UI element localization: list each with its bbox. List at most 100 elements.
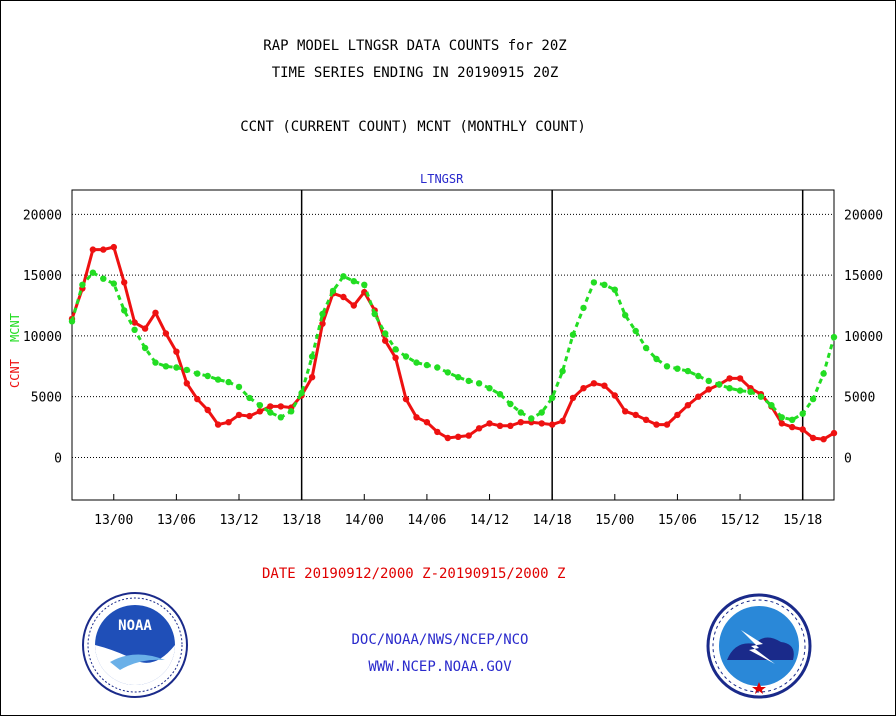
data-point-mcnt xyxy=(371,310,378,318)
data-point-ccnt xyxy=(89,246,97,253)
data-point-mcnt xyxy=(110,280,118,287)
data-point-ccnt xyxy=(778,420,785,427)
data-point-mcnt xyxy=(267,409,274,416)
data-point-mcnt xyxy=(298,389,305,397)
y-tick-label-left: 15000 xyxy=(23,269,62,284)
data-point-mcnt xyxy=(100,275,107,282)
data-point-ccnt xyxy=(423,419,431,426)
data-point-ccnt xyxy=(486,420,493,427)
data-point-mcnt xyxy=(622,312,629,319)
data-point-ccnt xyxy=(100,246,107,253)
data-point-ccnt xyxy=(580,385,587,392)
data-point-mcnt xyxy=(444,369,451,376)
data-point-mcnt xyxy=(214,376,222,383)
y-axis-label-ccnt: CCNT xyxy=(8,359,22,388)
data-point-ccnt xyxy=(663,421,671,428)
y-tick-label-right: 20000 xyxy=(844,208,883,223)
data-point-mcnt xyxy=(350,278,357,285)
data-point-mcnt xyxy=(277,414,284,421)
data-point-ccnt xyxy=(444,434,451,442)
data-point-mcnt xyxy=(559,367,566,375)
data-point-mcnt xyxy=(392,346,399,353)
data-point-mcnt xyxy=(757,393,765,400)
chart-header-line1: RAP MODEL LTNGSR DATA COUNTS for 20Z xyxy=(263,38,567,54)
series-line-mcnt xyxy=(70,270,836,422)
data-point-mcnt xyxy=(475,380,483,387)
data-point-ccnt xyxy=(590,380,598,387)
data-point-ccnt xyxy=(809,434,817,442)
data-point-mcnt xyxy=(632,327,639,335)
data-point-ccnt xyxy=(830,429,838,437)
data-point-ccnt xyxy=(632,411,639,419)
y-tick-label-left: 5000 xyxy=(31,391,62,406)
data-point-mcnt xyxy=(789,416,796,423)
data-point-mcnt xyxy=(611,286,618,293)
data-point-mcnt xyxy=(308,353,316,360)
data-point-mcnt xyxy=(830,333,838,341)
data-point-mcnt xyxy=(173,364,180,371)
data-point-mcnt xyxy=(413,359,420,366)
x-tick-label: 13/12 xyxy=(219,513,258,528)
noaa-logo-text: NOAA xyxy=(118,618,152,634)
series-layer xyxy=(68,243,838,443)
data-point-ccnt xyxy=(173,348,180,355)
data-point-ccnt xyxy=(319,320,326,327)
data-point-ccnt xyxy=(152,309,159,316)
data-point-ccnt xyxy=(267,403,274,410)
data-point-mcnt xyxy=(423,361,431,369)
data-point-ccnt xyxy=(799,426,806,433)
data-point-mcnt xyxy=(820,370,827,377)
data-point-mcnt xyxy=(705,377,712,385)
data-point-ccnt xyxy=(308,374,316,381)
x-tick-label: 15/12 xyxy=(720,513,759,528)
data-point-mcnt xyxy=(141,344,149,352)
data-point-mcnt xyxy=(778,414,785,421)
data-point-ccnt xyxy=(507,422,514,429)
data-point-mcnt xyxy=(486,385,493,392)
data-point-mcnt xyxy=(455,374,462,381)
data-point-mcnt xyxy=(68,318,76,325)
data-point-mcnt xyxy=(382,330,389,337)
data-point-mcnt xyxy=(361,281,368,288)
date-range-label: DATE 20190912/2000 Z-20190915/2000 Z xyxy=(262,566,566,582)
data-point-ccnt xyxy=(695,393,702,400)
data-point-mcnt xyxy=(204,372,211,380)
data-point-ccnt xyxy=(350,302,357,309)
data-point-ccnt xyxy=(820,436,827,443)
data-point-mcnt xyxy=(569,331,577,338)
data-point-mcnt xyxy=(653,355,660,363)
noaa-logo-icon: NOAA xyxy=(82,592,188,698)
data-point-ccnt xyxy=(549,421,556,428)
data-point-mcnt xyxy=(674,365,681,372)
data-point-ccnt xyxy=(141,325,149,332)
data-point-ccnt xyxy=(653,421,660,428)
data-point-ccnt xyxy=(455,433,462,440)
data-point-mcnt xyxy=(716,381,723,388)
data-point-mcnt xyxy=(768,402,775,409)
nws-logo-icon xyxy=(706,593,812,699)
y-tick-label-right: 5000 xyxy=(844,391,875,406)
data-point-ccnt xyxy=(121,279,128,286)
data-point-mcnt xyxy=(799,410,806,417)
data-point-ccnt xyxy=(235,411,243,419)
data-point-mcnt xyxy=(434,364,441,371)
data-point-ccnt xyxy=(402,395,410,403)
data-point-ccnt xyxy=(705,386,712,393)
y-tick-label-right: 10000 xyxy=(844,330,883,345)
data-point-mcnt xyxy=(162,363,170,370)
data-point-ccnt xyxy=(413,414,420,421)
data-point-mcnt xyxy=(121,307,128,314)
data-point-mcnt xyxy=(590,279,598,286)
data-point-ccnt xyxy=(246,412,253,420)
website-link[interactable]: WWW.NCEP.NOAA.GOV xyxy=(368,659,512,675)
data-point-mcnt xyxy=(684,367,692,375)
data-point-ccnt xyxy=(204,406,211,414)
data-point-mcnt xyxy=(79,281,86,288)
x-tick-label: 15/06 xyxy=(658,513,697,528)
data-point-mcnt xyxy=(194,370,201,377)
x-tick-label: 13/18 xyxy=(282,513,321,528)
data-point-ccnt xyxy=(622,408,629,415)
data-point-mcnt xyxy=(402,353,410,360)
data-point-ccnt xyxy=(465,432,472,439)
data-point-ccnt xyxy=(475,425,483,432)
